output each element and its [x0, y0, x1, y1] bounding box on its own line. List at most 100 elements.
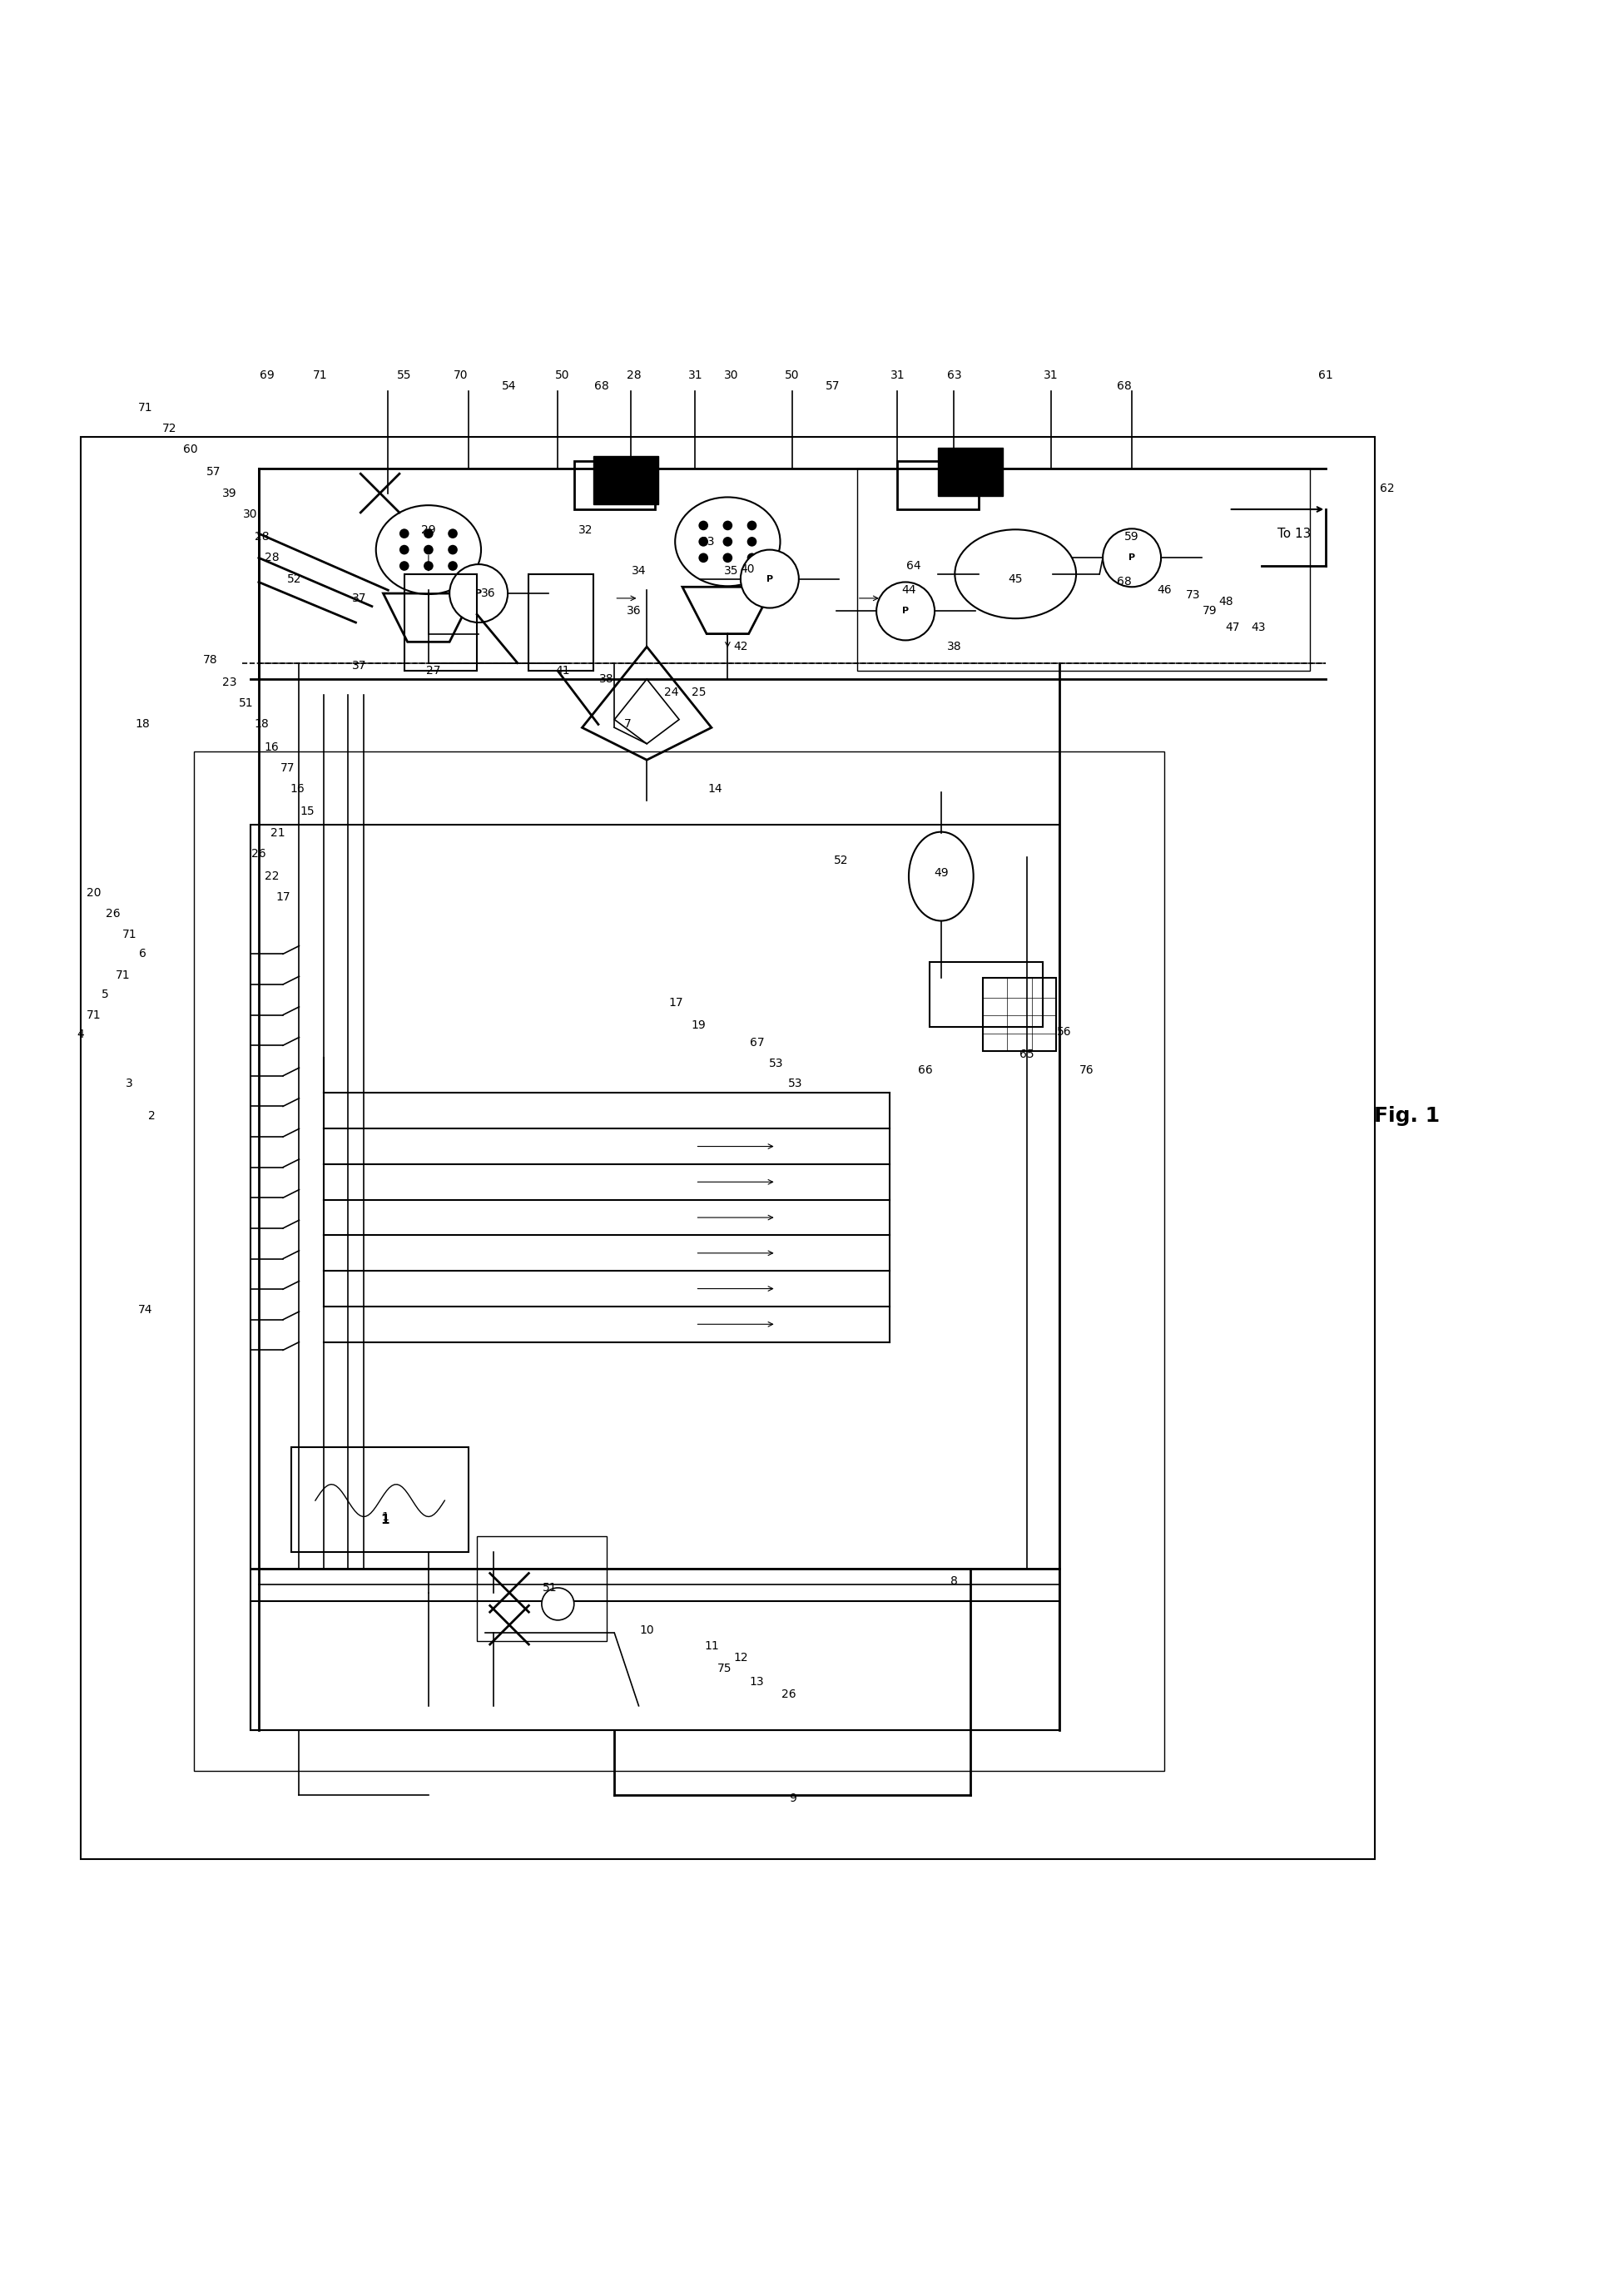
Bar: [574, 461, 655, 510]
Text: 27: 27: [425, 666, 441, 677]
Circle shape: [699, 537, 708, 546]
Ellipse shape: [676, 498, 781, 585]
Circle shape: [723, 553, 733, 563]
Circle shape: [747, 537, 757, 546]
Text: 39: 39: [222, 487, 238, 498]
Text: 42: 42: [733, 641, 749, 652]
Text: 20: 20: [86, 886, 102, 898]
Text: 30: 30: [243, 507, 259, 519]
Bar: [529, 574, 593, 670]
Text: 78: 78: [202, 654, 218, 666]
Circle shape: [876, 583, 935, 641]
Text: 30: 30: [723, 370, 739, 381]
Circle shape: [450, 565, 508, 622]
Text: 71: 71: [115, 969, 131, 980]
Bar: [897, 461, 978, 510]
Circle shape: [747, 521, 757, 530]
Ellipse shape: [375, 505, 482, 595]
Text: 46: 46: [1156, 583, 1172, 597]
Circle shape: [424, 528, 433, 540]
Text: 73: 73: [1185, 590, 1201, 602]
Text: 59: 59: [1124, 530, 1140, 542]
Text: 54: 54: [501, 381, 517, 393]
Text: 38: 38: [598, 673, 614, 684]
Text: 37: 37: [351, 592, 367, 604]
Text: 7: 7: [624, 719, 631, 730]
Bar: [477, 1536, 606, 1642]
Text: 57: 57: [205, 466, 222, 478]
Text: 36: 36: [480, 588, 496, 599]
Text: Fig. 1: Fig. 1: [1374, 1107, 1439, 1125]
Text: 71: 71: [312, 370, 328, 381]
Text: 10: 10: [639, 1623, 655, 1635]
Text: 17: 17: [668, 996, 684, 1008]
Circle shape: [723, 537, 733, 546]
Circle shape: [741, 549, 799, 608]
Text: 19: 19: [690, 1019, 707, 1031]
Bar: [983, 978, 1056, 1052]
Text: 77: 77: [280, 762, 296, 774]
Text: 31: 31: [1043, 370, 1059, 381]
Text: 26: 26: [105, 907, 121, 918]
Ellipse shape: [909, 831, 973, 921]
Text: 48: 48: [1218, 595, 1234, 608]
Bar: [593, 457, 658, 505]
Text: 62: 62: [1379, 482, 1395, 494]
Circle shape: [399, 544, 409, 556]
Text: 9: 9: [789, 1793, 796, 1805]
Bar: [938, 448, 1003, 496]
Text: 37: 37: [351, 661, 367, 673]
Text: 56: 56: [1056, 1026, 1072, 1038]
Text: 17: 17: [275, 891, 291, 902]
Text: 53: 53: [768, 1058, 784, 1070]
Text: 70: 70: [453, 370, 469, 381]
Text: 75: 75: [716, 1662, 733, 1674]
Text: 16: 16: [264, 742, 280, 753]
Text: 33: 33: [700, 535, 716, 546]
Bar: [857, 468, 1310, 670]
Text: P: P: [766, 574, 773, 583]
Text: 52: 52: [286, 574, 302, 585]
Text: 71: 71: [137, 402, 154, 413]
Text: 38: 38: [946, 641, 962, 652]
Circle shape: [448, 544, 458, 556]
Circle shape: [1103, 528, 1161, 588]
Text: 72: 72: [162, 422, 178, 434]
Text: 60: 60: [183, 443, 199, 455]
Text: 31: 31: [687, 370, 703, 381]
Circle shape: [699, 521, 708, 530]
Text: 28: 28: [626, 370, 642, 381]
Text: 57: 57: [825, 381, 841, 393]
Text: 29: 29: [420, 523, 437, 537]
Text: 1: 1: [380, 1513, 390, 1527]
Bar: [404, 574, 477, 670]
Text: 55: 55: [396, 370, 412, 381]
Text: P: P: [902, 606, 909, 615]
Text: 12: 12: [733, 1651, 749, 1662]
Circle shape: [699, 553, 708, 563]
Text: 26: 26: [781, 1688, 797, 1701]
Text: 25: 25: [690, 687, 707, 698]
Text: 18: 18: [254, 719, 270, 730]
Text: 32: 32: [577, 523, 593, 537]
Text: 68: 68: [1116, 576, 1132, 588]
Bar: [251, 1600, 1059, 1731]
Text: 51: 51: [238, 698, 254, 709]
Text: P: P: [1129, 553, 1135, 563]
Text: 76: 76: [1079, 1065, 1095, 1077]
Text: 68: 68: [1116, 381, 1132, 393]
Text: 22: 22: [264, 870, 280, 882]
Text: 26: 26: [251, 847, 267, 859]
Text: 15: 15: [299, 806, 315, 817]
Text: 63: 63: [946, 370, 962, 381]
Text: 2: 2: [149, 1109, 155, 1120]
Text: 50: 50: [784, 370, 800, 381]
Text: 13: 13: [749, 1676, 765, 1688]
Circle shape: [424, 560, 433, 572]
Circle shape: [399, 560, 409, 572]
Text: 16: 16: [289, 783, 306, 794]
Text: 18: 18: [134, 719, 150, 730]
Circle shape: [424, 544, 433, 556]
Text: To 13: To 13: [1277, 528, 1311, 540]
Text: 66: 66: [917, 1065, 933, 1077]
